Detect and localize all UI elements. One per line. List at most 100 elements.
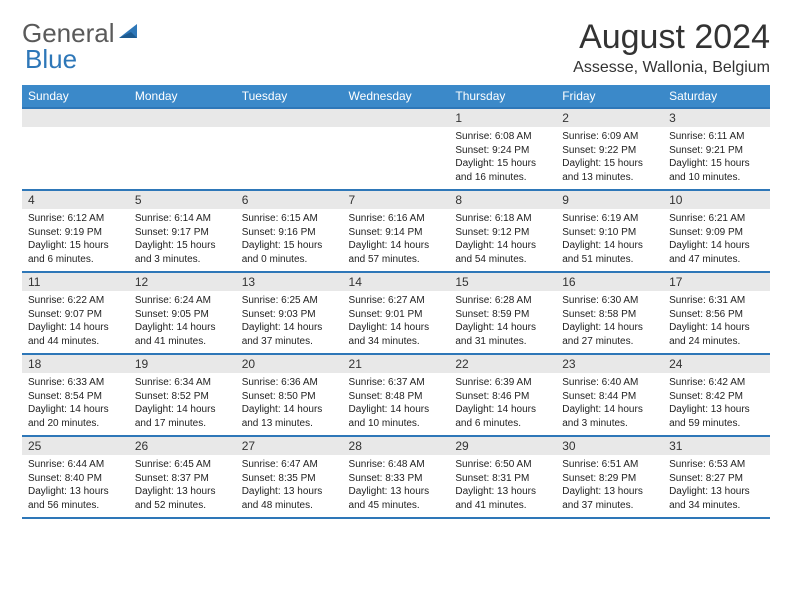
weekday-header: Sunday: [22, 85, 129, 108]
calendar-cell: [236, 108, 343, 190]
calendar-cell: 27Sunrise: 6:47 AMSunset: 8:35 PMDayligh…: [236, 436, 343, 518]
empty-daynum: [236, 109, 343, 127]
day-number: 26: [129, 437, 236, 455]
empty-daynum: [129, 109, 236, 127]
day-content: Sunrise: 6:11 AMSunset: 9:21 PMDaylight:…: [663, 127, 770, 187]
day-content: Sunrise: 6:19 AMSunset: 9:10 PMDaylight:…: [556, 209, 663, 269]
calendar-body: 1Sunrise: 6:08 AMSunset: 9:24 PMDaylight…: [22, 108, 770, 518]
day-number: 15: [449, 273, 556, 291]
day-number: 19: [129, 355, 236, 373]
calendar-cell: 5Sunrise: 6:14 AMSunset: 9:17 PMDaylight…: [129, 190, 236, 272]
day-number: 11: [22, 273, 129, 291]
day-number: 14: [343, 273, 450, 291]
calendar-cell: 11Sunrise: 6:22 AMSunset: 9:07 PMDayligh…: [22, 272, 129, 354]
calendar-cell: 3Sunrise: 6:11 AMSunset: 9:21 PMDaylight…: [663, 108, 770, 190]
day-content: Sunrise: 6:25 AMSunset: 9:03 PMDaylight:…: [236, 291, 343, 351]
day-content: Sunrise: 6:47 AMSunset: 8:35 PMDaylight:…: [236, 455, 343, 515]
calendar-cell: 28Sunrise: 6:48 AMSunset: 8:33 PMDayligh…: [343, 436, 450, 518]
day-number: 9: [556, 191, 663, 209]
calendar-cell: 18Sunrise: 6:33 AMSunset: 8:54 PMDayligh…: [22, 354, 129, 436]
calendar-cell: 2Sunrise: 6:09 AMSunset: 9:22 PMDaylight…: [556, 108, 663, 190]
calendar-cell: 16Sunrise: 6:30 AMSunset: 8:58 PMDayligh…: [556, 272, 663, 354]
day-content: Sunrise: 6:30 AMSunset: 8:58 PMDaylight:…: [556, 291, 663, 351]
calendar-cell: 10Sunrise: 6:21 AMSunset: 9:09 PMDayligh…: [663, 190, 770, 272]
calendar-cell: 23Sunrise: 6:40 AMSunset: 8:44 PMDayligh…: [556, 354, 663, 436]
weekday-header: Monday: [129, 85, 236, 108]
calendar-table: SundayMondayTuesdayWednesdayThursdayFrid…: [22, 85, 770, 519]
day-number: 17: [663, 273, 770, 291]
day-content: Sunrise: 6:18 AMSunset: 9:12 PMDaylight:…: [449, 209, 556, 269]
day-content: Sunrise: 6:22 AMSunset: 9:07 PMDaylight:…: [22, 291, 129, 351]
calendar-cell: 8Sunrise: 6:18 AMSunset: 9:12 PMDaylight…: [449, 190, 556, 272]
day-number: 28: [343, 437, 450, 455]
day-content: Sunrise: 6:37 AMSunset: 8:48 PMDaylight:…: [343, 373, 450, 433]
weekday-header: Friday: [556, 85, 663, 108]
weekday-header: Tuesday: [236, 85, 343, 108]
calendar-cell: 19Sunrise: 6:34 AMSunset: 8:52 PMDayligh…: [129, 354, 236, 436]
day-content: Sunrise: 6:14 AMSunset: 9:17 PMDaylight:…: [129, 209, 236, 269]
calendar-cell: 9Sunrise: 6:19 AMSunset: 9:10 PMDaylight…: [556, 190, 663, 272]
day-content: Sunrise: 6:21 AMSunset: 9:09 PMDaylight:…: [663, 209, 770, 269]
day-content: Sunrise: 6:15 AMSunset: 9:16 PMDaylight:…: [236, 209, 343, 269]
day-number: 20: [236, 355, 343, 373]
day-content: Sunrise: 6:34 AMSunset: 8:52 PMDaylight:…: [129, 373, 236, 433]
calendar-cell: 17Sunrise: 6:31 AMSunset: 8:56 PMDayligh…: [663, 272, 770, 354]
day-content: Sunrise: 6:36 AMSunset: 8:50 PMDaylight:…: [236, 373, 343, 433]
day-content: Sunrise: 6:27 AMSunset: 9:01 PMDaylight:…: [343, 291, 450, 351]
calendar-cell: [22, 108, 129, 190]
calendar-cell: 13Sunrise: 6:25 AMSunset: 9:03 PMDayligh…: [236, 272, 343, 354]
logo-triangle-icon: [117, 22, 139, 45]
weekday-header: Thursday: [449, 85, 556, 108]
calendar-cell: 30Sunrise: 6:51 AMSunset: 8:29 PMDayligh…: [556, 436, 663, 518]
calendar-cell: 4Sunrise: 6:12 AMSunset: 9:19 PMDaylight…: [22, 190, 129, 272]
day-content: Sunrise: 6:08 AMSunset: 9:24 PMDaylight:…: [449, 127, 556, 187]
day-number: 27: [236, 437, 343, 455]
day-number: 29: [449, 437, 556, 455]
empty-daynum: [343, 109, 450, 127]
day-content: Sunrise: 6:28 AMSunset: 8:59 PMDaylight:…: [449, 291, 556, 351]
day-content: Sunrise: 6:44 AMSunset: 8:40 PMDaylight:…: [22, 455, 129, 515]
day-number: 25: [22, 437, 129, 455]
logo-text-blue: Blue: [25, 44, 77, 75]
day-number: 5: [129, 191, 236, 209]
calendar-cell: 14Sunrise: 6:27 AMSunset: 9:01 PMDayligh…: [343, 272, 450, 354]
page-title: August 2024: [573, 18, 770, 57]
calendar-cell: 12Sunrise: 6:24 AMSunset: 9:05 PMDayligh…: [129, 272, 236, 354]
day-content: Sunrise: 6:45 AMSunset: 8:37 PMDaylight:…: [129, 455, 236, 515]
day-content: Sunrise: 6:50 AMSunset: 8:31 PMDaylight:…: [449, 455, 556, 515]
day-number: 10: [663, 191, 770, 209]
day-number: 3: [663, 109, 770, 127]
empty-daynum: [22, 109, 129, 127]
calendar-cell: 15Sunrise: 6:28 AMSunset: 8:59 PMDayligh…: [449, 272, 556, 354]
calendar-cell: 20Sunrise: 6:36 AMSunset: 8:50 PMDayligh…: [236, 354, 343, 436]
day-number: 4: [22, 191, 129, 209]
day-number: 30: [556, 437, 663, 455]
day-number: 21: [343, 355, 450, 373]
header: General August 2024 Assesse, Wallonia, B…: [22, 18, 770, 77]
day-content: Sunrise: 6:16 AMSunset: 9:14 PMDaylight:…: [343, 209, 450, 269]
calendar-cell: 1Sunrise: 6:08 AMSunset: 9:24 PMDaylight…: [449, 108, 556, 190]
calendar-cell: 26Sunrise: 6:45 AMSunset: 8:37 PMDayligh…: [129, 436, 236, 518]
calendar-cell: [343, 108, 450, 190]
day-number: 6: [236, 191, 343, 209]
day-number: 22: [449, 355, 556, 373]
page-subtitle: Assesse, Wallonia, Belgium: [573, 59, 770, 77]
day-number: 7: [343, 191, 450, 209]
day-content: Sunrise: 6:42 AMSunset: 8:42 PMDaylight:…: [663, 373, 770, 433]
title-block: August 2024 Assesse, Wallonia, Belgium: [573, 18, 770, 77]
day-number: 16: [556, 273, 663, 291]
calendar-cell: 7Sunrise: 6:16 AMSunset: 9:14 PMDaylight…: [343, 190, 450, 272]
calendar-cell: 25Sunrise: 6:44 AMSunset: 8:40 PMDayligh…: [22, 436, 129, 518]
day-content: Sunrise: 6:53 AMSunset: 8:27 PMDaylight:…: [663, 455, 770, 515]
day-content: Sunrise: 6:51 AMSunset: 8:29 PMDaylight:…: [556, 455, 663, 515]
calendar-cell: 31Sunrise: 6:53 AMSunset: 8:27 PMDayligh…: [663, 436, 770, 518]
calendar-cell: 22Sunrise: 6:39 AMSunset: 8:46 PMDayligh…: [449, 354, 556, 436]
day-content: Sunrise: 6:40 AMSunset: 8:44 PMDaylight:…: [556, 373, 663, 433]
day-content: Sunrise: 6:12 AMSunset: 9:19 PMDaylight:…: [22, 209, 129, 269]
calendar-cell: 21Sunrise: 6:37 AMSunset: 8:48 PMDayligh…: [343, 354, 450, 436]
day-number: 8: [449, 191, 556, 209]
calendar-cell: 24Sunrise: 6:42 AMSunset: 8:42 PMDayligh…: [663, 354, 770, 436]
day-content: Sunrise: 6:39 AMSunset: 8:46 PMDaylight:…: [449, 373, 556, 433]
day-number: 13: [236, 273, 343, 291]
day-content: Sunrise: 6:33 AMSunset: 8:54 PMDaylight:…: [22, 373, 129, 433]
